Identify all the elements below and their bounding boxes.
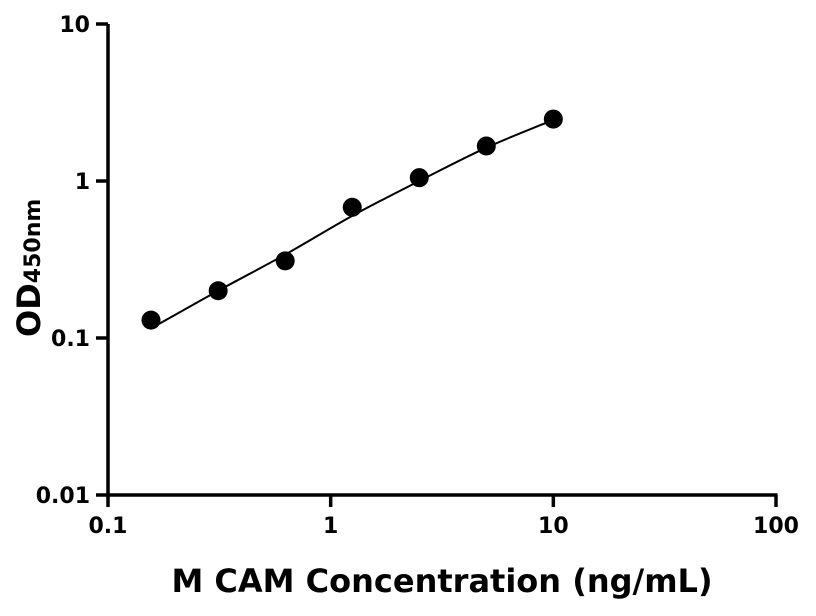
y-tick-label: 1 [75, 170, 90, 195]
data-point [543, 109, 563, 129]
x-tick-label: 100 [753, 514, 799, 539]
y-axis-label-main: OD [10, 283, 48, 337]
y-axis-label-sub: 450nm [21, 199, 46, 284]
axes: 0.1 1 10 100 0.01 0.1 1 10 [36, 13, 799, 539]
x-tick-label: 10 [538, 514, 569, 539]
data-point [409, 168, 429, 188]
y-tick-label: 10 [59, 13, 90, 38]
y-axis-label: OD450nm [10, 199, 48, 337]
data-point [141, 310, 161, 330]
data-point [342, 197, 362, 217]
data-point [476, 136, 496, 156]
data-point [275, 251, 295, 271]
y-tick-label: 0.1 [51, 327, 90, 352]
data-points [141, 109, 563, 330]
x-tick-label: 1 [323, 514, 338, 539]
x-axis-label: M CAM Concentration (ng/mL) [171, 562, 712, 600]
y-tick-label: 0.01 [36, 484, 90, 509]
x-tick-label: 0.1 [89, 514, 128, 539]
data-point [208, 281, 228, 301]
